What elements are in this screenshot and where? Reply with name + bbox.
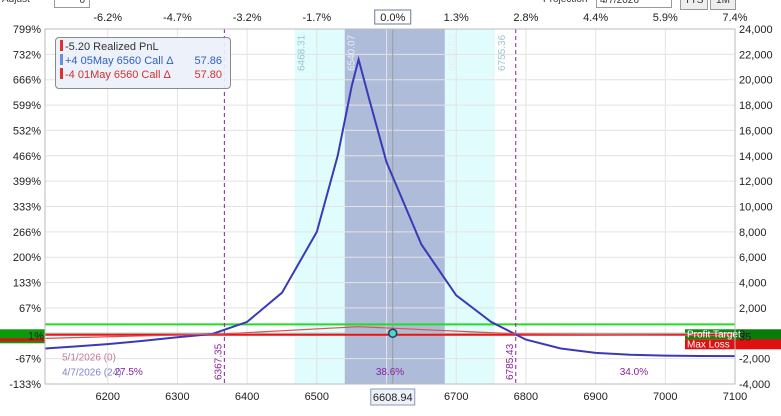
top-pct-tick-label: 4.4% [583, 12, 608, 24]
y-left-tick-label: 799% [13, 24, 41, 36]
legend-item-realized[interactable]: -5.20 Realized PnL [60, 40, 226, 54]
series-date-label-current: 4/7/2026 (24) [62, 367, 122, 378]
y-right-tick-label: 24,000 [739, 24, 773, 36]
range-button[interactable]: 1M [710, 0, 736, 10]
top-pct-tick-label: -4.7% [163, 12, 192, 24]
y-right-tick-label: 0 [739, 328, 745, 340]
x-tick-label: 6400 [235, 391, 259, 403]
current-pct-label: 1% [28, 330, 44, 342]
legend-item-short-call[interactable]: -4 01May 6560 Call Δ 57.80 [60, 68, 226, 82]
top-pct-tick-label: -3.2% [233, 12, 262, 24]
legend-value: 57.80 [194, 69, 222, 81]
legend: -5.20 Realized PnL +4 05May 6560 Call Δ 5… [55, 37, 231, 89]
std-band-label: 6540.07 [347, 34, 358, 71]
profit-target-label: Profit Target [687, 329, 741, 340]
y-right-tick-label: 16,000 [739, 125, 773, 137]
y-right-tick-label: 8,000 [739, 227, 767, 239]
y-right-tick-label: -4,000 [739, 379, 770, 391]
series-line-1[interactable] [44, 55, 736, 358]
y-right-tick-label: 18,000 [739, 100, 773, 112]
y-left-tick-label: 466% [13, 151, 41, 163]
x-tick-label: 6700 [444, 391, 468, 403]
y-left-tick-label: -67% [15, 354, 41, 366]
y-right-tick-label: 22,000 [739, 49, 773, 61]
tts-button[interactable]: TTS [680, 0, 708, 10]
top-pct-tick-label: 0.0% [380, 12, 405, 24]
probability-label: 34.0% [620, 367, 648, 378]
underlying-price-label: 6608.94 [373, 392, 413, 404]
x-tick-label: 6300 [165, 391, 189, 403]
legend-value: 57.86 [194, 55, 222, 67]
y-left-tick-label: 333% [13, 202, 41, 214]
y-right-tick-label: 6,000 [739, 252, 767, 264]
y-right-tick-label: 12,000 [739, 176, 773, 188]
breakeven-label: 6367.35 [213, 343, 224, 380]
top-pct-tick-label: -6.2% [93, 12, 122, 24]
current-position-dot[interactable] [387, 328, 398, 339]
top-pct-tick-label: -1.7% [302, 12, 331, 24]
std-band-label: 6755.36 [497, 34, 508, 71]
top-pct-tick-label: 1.3% [444, 12, 469, 24]
x-tick-label: 6900 [583, 391, 607, 403]
x-tick-label: 7000 [653, 391, 677, 403]
plot-border [44, 28, 736, 385]
probability-label: 38.6% [376, 367, 404, 378]
y-left-tick-label: 266% [13, 227, 41, 239]
max-loss-label: Max Loss [687, 339, 730, 350]
top-current-box [374, 9, 412, 25]
y-left-tick-label: 200% [13, 252, 41, 264]
y-right-tick-label: 20,000 [739, 75, 773, 87]
y-left-tick-label: 666% [13, 75, 41, 87]
series-date-label-expiry: 5/1/2026 (0) [62, 352, 116, 363]
y-left-tick-label: 599% [13, 100, 41, 112]
x-tick-label: 6500 [305, 391, 329, 403]
underlying-price-box[interactable] [370, 388, 416, 406]
y-right-tick-label: 2,000 [739, 303, 767, 315]
y-left-tick-label: 67% [19, 303, 41, 315]
x-tick-label: 7100 [723, 391, 747, 403]
legend-label: +4 05May 6560 Call Δ [65, 55, 174, 67]
legend-swatch [60, 68, 63, 79]
profit-target-value: 35 [739, 331, 751, 343]
adjust-label: Adjust [2, 0, 30, 8]
y-left-tick-label: -133% [9, 379, 41, 391]
series-line-2[interactable] [44, 326, 736, 339]
legend-swatch [60, 40, 63, 51]
x-tick-label: 6800 [514, 391, 538, 403]
y-right-tick-label: -2,000 [739, 354, 770, 366]
top-pct-tick-label: 5.9% [653, 12, 678, 24]
y-left-tick-label: 133% [13, 278, 41, 290]
projection-date-input[interactable]: 4/7/2026 [596, 0, 672, 8]
legend-swatch [60, 54, 63, 65]
loss-marker-left [0, 338, 45, 342]
projection-label: Projection [543, 0, 587, 8]
top-pct-tick-label: 2.8% [513, 12, 538, 24]
y-left-tick-label: 532% [13, 125, 41, 137]
y-right-tick-label: 4,000 [739, 278, 767, 290]
std-band-label: 6683.59 [447, 34, 458, 71]
legend-label: -4 01May 6560 Call Δ [65, 69, 171, 81]
legend-label: -5.20 Realized PnL [65, 41, 159, 53]
y-right-tick-label: 14,000 [739, 151, 773, 163]
probability-label: 27.5% [114, 367, 142, 378]
top-pct-tick-label: 7.4% [722, 12, 747, 24]
breakeven-label: 6785.43 [505, 343, 516, 380]
adjust-input[interactable]: 0 [54, 0, 90, 8]
y-left-tick-label: 732% [13, 49, 41, 61]
y-left-tick-label: 399% [13, 176, 41, 188]
legend-item-long-call[interactable]: +4 05May 6560 Call Δ 57.86 [60, 54, 226, 68]
x-tick-label: 6200 [95, 391, 119, 403]
max-loss-right [685, 339, 781, 350]
std-band-label: 6468.31 [297, 34, 308, 71]
y-right-tick-label: 10,000 [739, 202, 773, 214]
